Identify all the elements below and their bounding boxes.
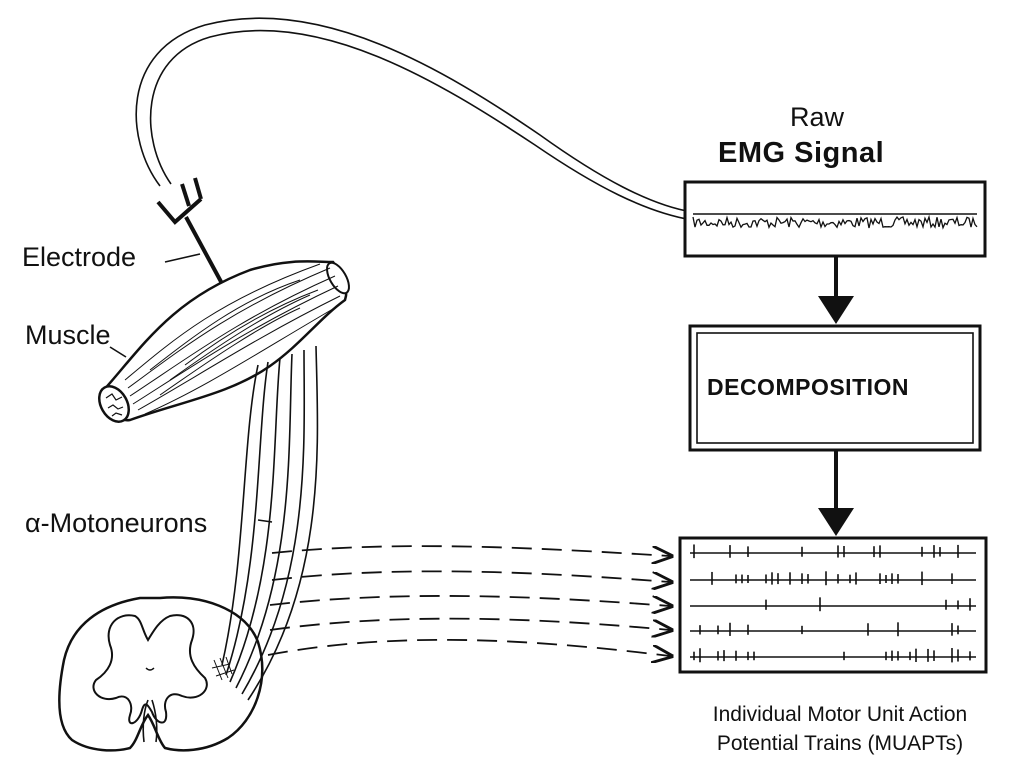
raw-emg-box (683, 180, 987, 258)
arrow-down-icon (818, 508, 854, 536)
dashed-arrow-1 (271, 545, 670, 556)
spinal-cord-icon (58, 596, 264, 752)
raw-emg-trace (692, 214, 978, 230)
emg-signal-label: EMG Signal (718, 137, 885, 169)
muscle-icon (98, 260, 350, 423)
electrode-leader (164, 253, 201, 263)
dashed-arrow-3 (269, 595, 670, 606)
electrode-label: Electrode (22, 242, 137, 272)
motoneurons-leader (257, 519, 273, 523)
dashed-arrow-2 (271, 570, 670, 582)
decomposition-label: DECOMPOSITION (707, 374, 910, 400)
muscle-label: Muscle (25, 320, 111, 350)
dashed-arrow-4 (269, 617, 670, 630)
flow-arrows (818, 256, 854, 536)
raw-label: Raw (790, 102, 845, 132)
dashed-arrows (267, 545, 670, 656)
motoneuron-bundle (221, 345, 319, 701)
decomposition-box (688, 324, 982, 452)
muscle-leader (109, 346, 127, 358)
dashed-arrow-5 (267, 638, 670, 656)
electrode-cable (135, 17, 693, 221)
arrow-down-icon (818, 296, 854, 324)
motoneurons-label: α-Motoneurons (25, 508, 208, 538)
caption-line-2: Potential Trains (MUAPTs) (716, 732, 964, 755)
muapt-panel (678, 536, 988, 674)
caption-line-1: Individual Motor Unit Action (712, 703, 968, 726)
